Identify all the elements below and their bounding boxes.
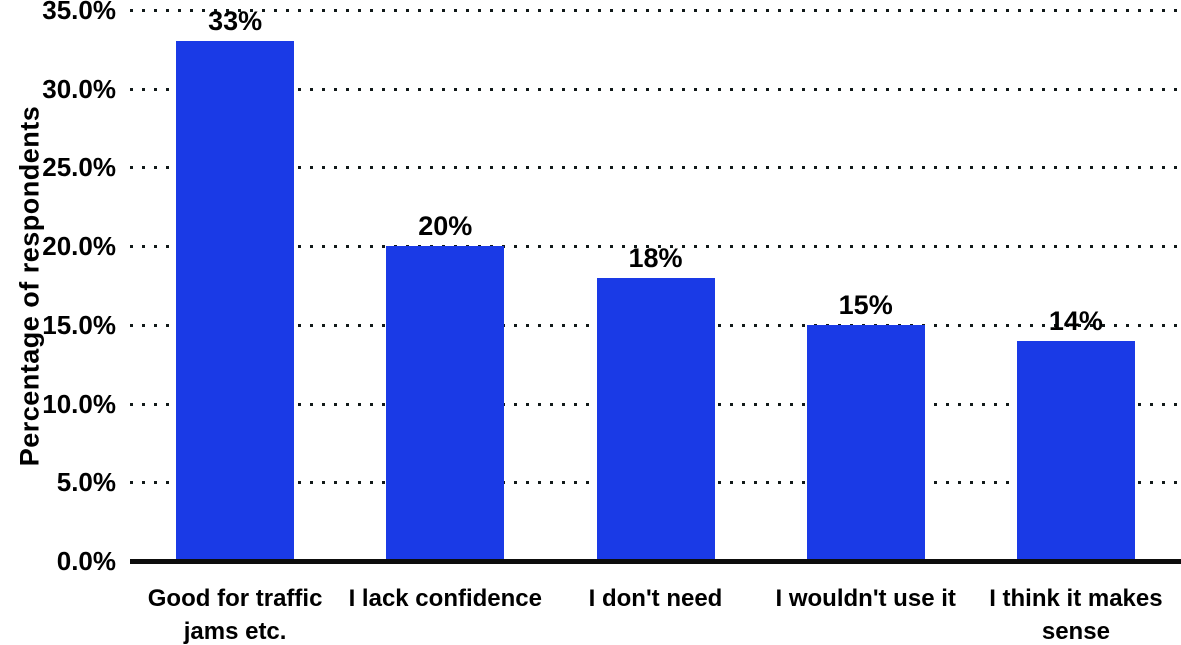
y-tick-label: 35.0%: [42, 0, 116, 25]
bar-value-label: 33%: [208, 6, 263, 37]
x-category-label: I wouldn't use it: [775, 585, 956, 612]
bar-value-label: 14%: [1048, 305, 1103, 336]
x-category-label: Good for traffic jams etc.: [147, 585, 323, 645]
gridline: [130, 245, 1181, 249]
bar: [176, 41, 295, 560]
x-category-label: I lack confidence: [348, 585, 542, 612]
bar-value-label: 20%: [418, 211, 473, 242]
y-tick-label: 5.0%: [56, 467, 116, 498]
x-axis-line: [130, 559, 1181, 564]
x-category-label: I don't need: [588, 585, 723, 612]
gridline: [130, 87, 1181, 91]
bar-value-label: 18%: [628, 242, 683, 273]
bar: [596, 277, 715, 560]
bar: [386, 246, 505, 560]
y-tick-label: 25.0%: [42, 152, 116, 183]
x-category-label: I think it makes sense: [989, 585, 1163, 645]
bar: [806, 324, 925, 560]
y-tick-label: 10.0%: [42, 388, 116, 419]
y-tick-label: 20.0%: [42, 231, 116, 262]
y-tick-label: 0.0%: [56, 546, 116, 576]
y-tick-label: 30.0%: [42, 73, 116, 104]
y-tick-label: 15.0%: [42, 309, 116, 340]
gridline: [130, 166, 1181, 170]
bar-value-label: 15%: [838, 289, 893, 320]
bar: [1016, 340, 1135, 560]
gridline: [130, 9, 1181, 12]
